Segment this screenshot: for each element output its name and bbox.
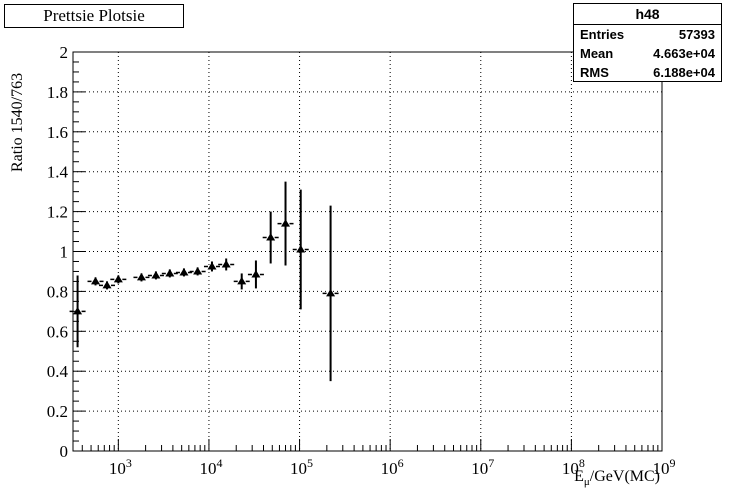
y-tick-label: 2 [60, 43, 69, 62]
x-tick-label: 109 [653, 456, 676, 478]
data-point-marker [136, 272, 146, 281]
x-tick-label-base: 10 [381, 459, 398, 478]
x-tick-label-exponent: 4 [216, 456, 222, 470]
stats-rms-label: RMS [580, 65, 609, 80]
stats-mean-label: Mean [580, 46, 614, 61]
x-tick-label-base: 10 [199, 459, 216, 478]
stats-histogram-name: h48 [574, 4, 721, 25]
y-tick-label: 0.2 [47, 402, 68, 421]
data-point-marker [281, 219, 291, 227]
stats-row-entries: Entries 57393 [574, 25, 721, 44]
x-tick-label-exponent: 7 [488, 456, 494, 470]
data-point-marker [91, 276, 101, 285]
x-axis-label: Eμ/GeV(MC) [574, 468, 660, 488]
plot-title: Prettsie Plotsie [4, 4, 184, 28]
data-point-marker [102, 280, 112, 289]
stats-rms-value: 6.188e+04 [653, 65, 715, 80]
y-tick-label: 0.6 [47, 322, 68, 341]
stats-row-rms: RMS 6.188e+04 [574, 63, 721, 82]
x-tick-label: 107 [471, 456, 494, 478]
x-tick-label-base: 10 [109, 459, 126, 478]
y-tick-label: 1 [60, 243, 69, 262]
x-tick-label: 108 [562, 456, 585, 478]
data-point-marker [221, 259, 231, 268]
y-tick-label: 0.8 [47, 282, 68, 301]
data-point-marker [179, 267, 189, 276]
x-axis-label-text: Eμ/GeV(MC) [574, 468, 660, 489]
data-point-marker [113, 274, 123, 283]
stats-mean-value: 4.663e+04 [653, 46, 715, 61]
y-tick-label: 0 [60, 442, 69, 461]
data-point-marker [207, 261, 217, 270]
data-point-marker [326, 288, 336, 297]
y-tick-label: 1.4 [47, 163, 69, 182]
x-axis-label-subscript: μ [583, 476, 590, 489]
x-tick-label-exponent: 8 [579, 456, 585, 470]
y-tick-label: 1.8 [47, 83, 68, 102]
x-tick-label: 104 [199, 456, 222, 478]
x-tick-label-base: 10 [653, 459, 670, 478]
data-point-marker [165, 268, 175, 277]
x-tick-label-base: 10 [290, 459, 307, 478]
data-point-marker [193, 266, 203, 275]
y-tick-label: 0.4 [47, 362, 69, 381]
data-point-marker [266, 233, 276, 241]
stats-box: h48 Entries 57393 Mean 4.663e+04 RMS 6.1… [573, 3, 722, 82]
stats-row-mean: Mean 4.663e+04 [574, 44, 721, 63]
y-axis-label: Ratio 1540/763 [9, 72, 26, 172]
x-tick-label: 106 [381, 456, 404, 478]
x-tick-label: 105 [290, 456, 313, 478]
x-tick-label-exponent: 5 [307, 456, 313, 470]
y-tick-label: 1.2 [47, 203, 68, 222]
data-point-marker [237, 276, 247, 285]
stats-entries-label: Entries [580, 27, 625, 42]
data-point-marker [251, 269, 261, 278]
stats-entries-value: 57393 [678, 27, 715, 42]
data-point-marker [151, 270, 161, 279]
x-tick-label-exponent: 9 [670, 456, 676, 470]
x-tick-label: 103 [109, 456, 132, 478]
x-tick-label-exponent: 3 [126, 456, 132, 470]
data-point-marker [296, 245, 306, 253]
y-tick-label: 1.6 [47, 123, 68, 142]
data-point-marker [73, 306, 83, 315]
x-tick-label-exponent: 6 [398, 456, 404, 470]
x-tick-label-base: 10 [562, 459, 579, 478]
x-tick-label-base: 10 [471, 459, 488, 478]
